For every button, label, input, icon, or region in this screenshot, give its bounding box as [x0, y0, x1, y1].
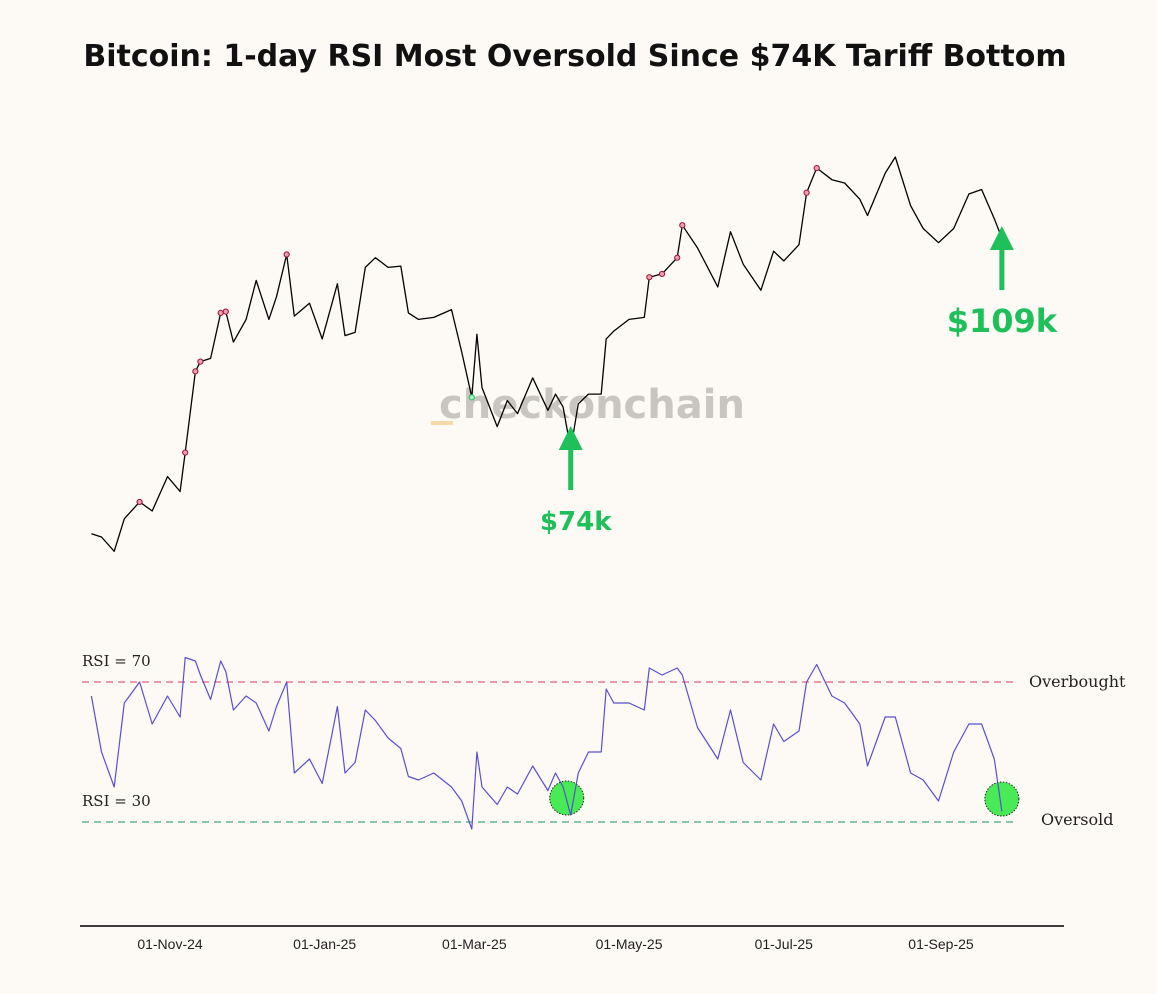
x-axis: 01-Nov-24 01-Jan-25 01-Mar-25 01-May-25 01-J… — [80, 925, 1064, 952]
rsi-panel: RSI = 70 Overbought RSI = 30 Oversold — [82, 652, 1126, 830]
x-tick-label: 01-Nov-24 — [137, 936, 203, 952]
x-tick-label: 01-Sep-25 — [908, 936, 974, 952]
zone-label-30: Oversold — [1041, 810, 1113, 829]
arrow-up-icon — [558, 426, 583, 450]
overbought-marker — [283, 251, 290, 258]
oversold-marker — [468, 394, 475, 401]
overbought-marker — [217, 309, 224, 316]
zone-label-70: Overbought — [1029, 672, 1126, 691]
overbought-marker — [136, 498, 143, 506]
overbought-marker — [813, 164, 820, 172]
overbought-marker — [679, 222, 686, 229]
callout-1: $74k — [540, 426, 612, 537]
watermark: checkonchain — [439, 382, 745, 428]
callouts: $74k $109k — [540, 226, 1058, 537]
x-tick-label: 01-Mar-25 — [442, 936, 507, 952]
arrow-shaft — [568, 448, 574, 490]
overbought-marker — [192, 368, 199, 375]
overbought-marker — [182, 449, 189, 456]
overbought-marker — [658, 270, 666, 278]
overbought-marker — [646, 274, 653, 281]
reference-label-70: RSI = 70 — [82, 652, 151, 670]
rsi-line — [90, 656, 1003, 830]
overbought-marker — [674, 254, 681, 261]
x-tick-label: 01-May-25 — [596, 936, 663, 952]
watermark-logo — [431, 421, 453, 425]
callout-label: $109k — [947, 302, 1058, 340]
callout-label: $74k — [540, 507, 612, 537]
chart-title: Bitcoin: 1-day RSI Most Oversold Since $… — [83, 39, 1066, 74]
oversold-highlight — [549, 780, 585, 816]
x-tick-label: 01-Jul-25 — [755, 936, 814, 952]
price-panel — [91, 156, 1003, 552]
arrow-up-icon — [989, 226, 1014, 250]
overbought-marker — [222, 308, 229, 315]
x-tick-label: 01-Jan-25 — [293, 936, 356, 952]
overbought-marker — [803, 189, 810, 196]
overbought-marker — [197, 358, 204, 365]
price-line — [91, 156, 1003, 552]
arrow-shaft — [999, 248, 1005, 290]
reference-label-30: RSI = 30 — [82, 792, 151, 810]
oversold-highlight — [984, 781, 1020, 817]
callout-2: $109k — [947, 226, 1058, 340]
